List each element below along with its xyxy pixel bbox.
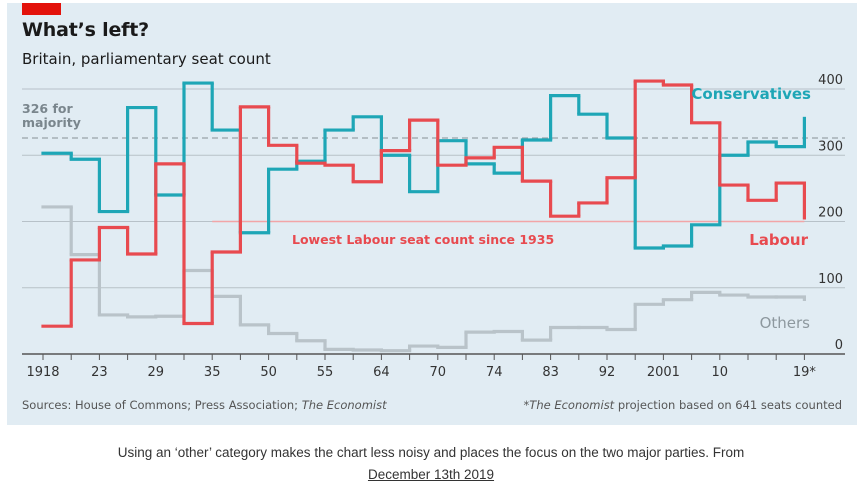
x-tick-label: 29 xyxy=(148,365,165,380)
x-tick-label: 70 xyxy=(430,365,447,380)
x-tick-label: 74 xyxy=(486,365,503,380)
x-tick-label: 83 xyxy=(542,365,559,380)
chart-title: What’s left? xyxy=(22,19,149,41)
x-tick-label: 23 xyxy=(91,365,108,380)
caption-date-link[interactable]: December 13th 2019 xyxy=(367,467,495,482)
x-tick-label: 64 xyxy=(373,365,390,380)
x-tick-label: 92 xyxy=(599,365,616,380)
majority-label: 326 for majority xyxy=(22,101,81,130)
x-tick-label: 35 xyxy=(204,365,221,380)
note-text: projection based on 641 seats counted xyxy=(614,398,842,412)
annotations: 326 for majority Lowest Labour seat count … xyxy=(22,85,811,332)
projection-note: *The Economist projection based on 641 s… xyxy=(524,398,842,412)
y-axis: 0 100 200 300 400 xyxy=(818,73,843,353)
x-tick-label: 1918 xyxy=(26,365,59,380)
sources-economist: The Economist xyxy=(301,398,387,412)
note-economist: *The Economist xyxy=(523,398,615,412)
x-tick-label: 55 xyxy=(317,365,334,380)
labour-label: Labour xyxy=(749,231,808,249)
y-tick-label-0: 0 xyxy=(835,338,843,353)
figure-caption: Using an ‘other’ category makes the char… xyxy=(0,442,862,486)
x-tick-label: 19* xyxy=(793,365,817,380)
reference-lines xyxy=(22,137,845,223)
series-labour xyxy=(41,79,807,328)
brand-tag xyxy=(22,3,61,15)
series-lines xyxy=(41,79,807,353)
conservatives-label: Conservatives xyxy=(691,85,811,103)
x-tick-label: 2001 xyxy=(647,365,680,380)
y-tick-label-400: 400 xyxy=(818,73,843,88)
x-tick-label: 50 xyxy=(260,365,277,380)
lowest-labour-label: Lowest Labour seat count since 1935 xyxy=(292,232,554,247)
x-axis: 1918 23 29 35 50 55 64 70 74 83 92 2001 10 19* xyxy=(22,353,845,380)
chart-subtitle: Britain, parliamentary seat count xyxy=(22,50,271,68)
y-tick-label-100: 100 xyxy=(818,272,843,287)
chart-svg: 1918 23 29 35 50 55 64 70 74 83 92 2001 10 19* 0 100 20… xyxy=(22,73,845,380)
sources-prefix: Sources: House of Commons; Press Associa… xyxy=(22,398,302,412)
others-label: Others xyxy=(760,314,811,332)
x-tick-label: 10 xyxy=(712,365,729,380)
sources-note: Sources: House of Commons; Press Associa… xyxy=(22,398,387,412)
caption-text: Using an ‘other’ category makes the char… xyxy=(117,445,745,460)
y-tick-label-200: 200 xyxy=(818,206,843,221)
y-tick-label-300: 300 xyxy=(818,139,843,154)
